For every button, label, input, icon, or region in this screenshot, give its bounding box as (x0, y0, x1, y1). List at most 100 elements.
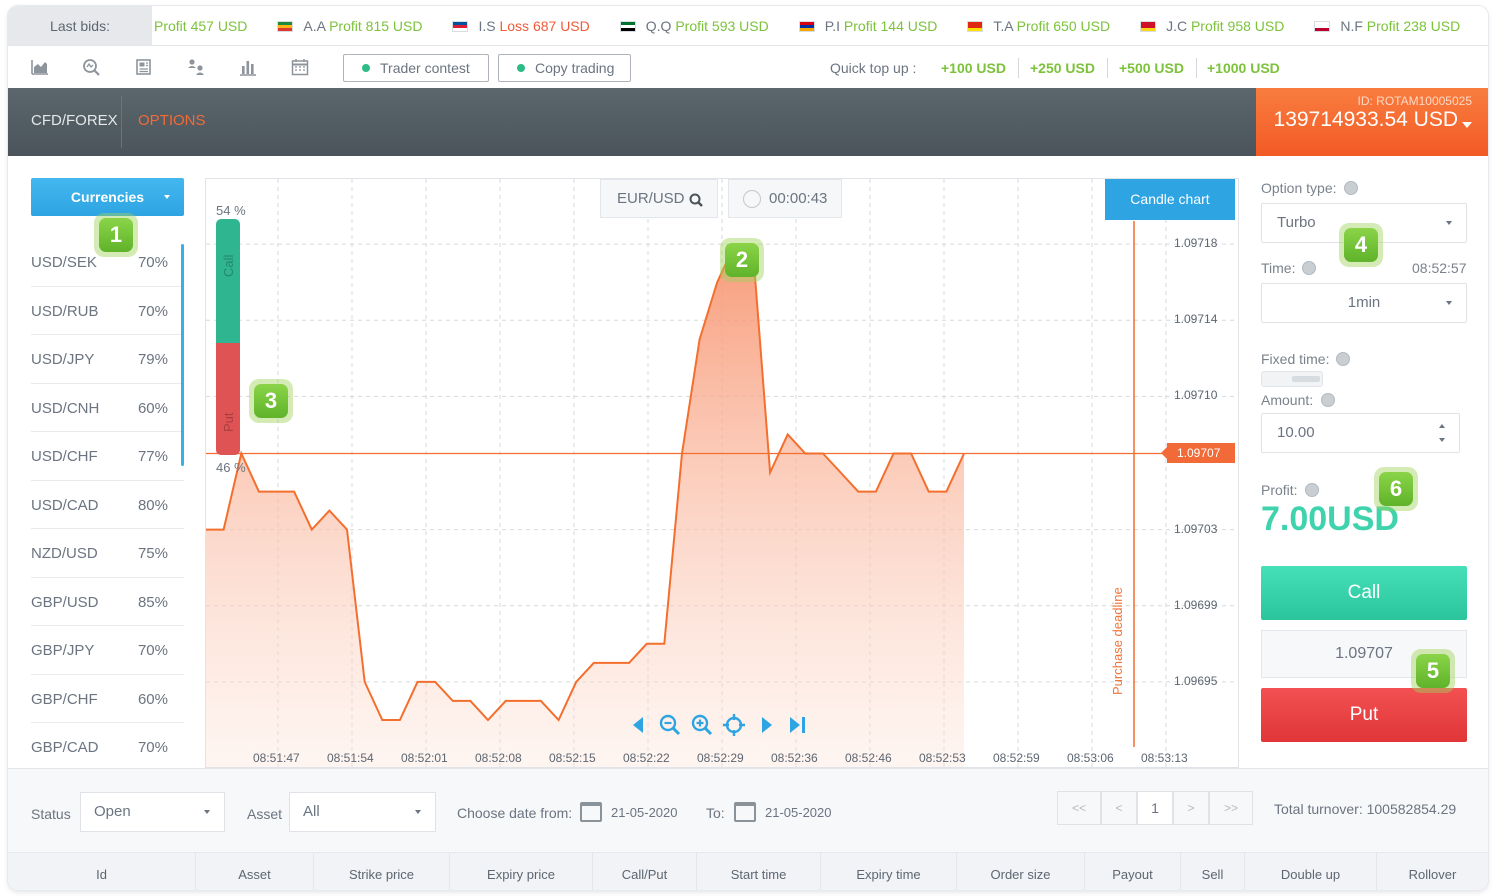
asset-name: USD/CAD (31, 496, 99, 514)
info-icon[interactable] (1344, 181, 1358, 195)
column-header-id[interactable]: Id (8, 853, 196, 890)
increment-icon[interactable] (1439, 424, 1445, 428)
profit-value: 7.00USD (1261, 500, 1399, 538)
sentiment-put-label: Put (221, 412, 236, 432)
column-header-strike-price[interactable]: Strike price (314, 853, 450, 890)
asset-row-gbp-cad[interactable]: GBP/CAD 70% (31, 723, 184, 768)
calendar-icon[interactable] (580, 802, 602, 822)
chevron-down-icon (415, 810, 421, 814)
option-type-value: Turbo (1277, 214, 1316, 231)
asset-row-usd-rub[interactable]: USD/RUB 70% (31, 287, 184, 335)
step-number: 6 (1379, 472, 1413, 506)
ticker-value: 144 USD (880, 18, 938, 34)
nav-cfd-forex[interactable]: CFD/FOREX (31, 112, 118, 129)
main-header: CFD/FOREX OPTIONS ID: ROTAM10005025 1397… (8, 88, 1488, 156)
y-tick-label: 1.09718 (1174, 236, 1218, 251)
time-label: Time: (1261, 260, 1296, 276)
quick-top-up-250[interactable]: +250 USD (1030, 60, 1095, 76)
fixed-time-toggle[interactable] (1261, 371, 1323, 387)
pair-selector[interactable]: EUR/USD (600, 179, 718, 218)
zoom-in-icon[interactable] (690, 713, 714, 737)
column-header-start-time[interactable]: Start time (697, 853, 821, 890)
fixed-time-label: Fixed time: (1261, 351, 1330, 367)
info-icon[interactable] (1336, 352, 1350, 366)
ticker-result-type: Loss (499, 18, 530, 34)
asset-row-usd-cad[interactable]: USD/CAD 80% (31, 481, 184, 529)
status-select[interactable]: Open (80, 792, 225, 832)
copy-trading-button[interactable]: Copy trading (498, 54, 631, 82)
date-from-value[interactable]: 21-05-2020 (611, 805, 678, 820)
candle-chart-button[interactable]: Candle chart (1105, 179, 1235, 220)
price-chart[interactable]: EUR/USD 00:00:43 Candle chart 54 % Call … (205, 178, 1239, 768)
column-header-expiry-price[interactable]: Expiry price (450, 853, 593, 890)
expiry-select[interactable]: 1min (1261, 283, 1467, 323)
calendar-icon[interactable] (291, 58, 309, 76)
asset-row-gbp-usd[interactable]: GBP/USD 85% (31, 578, 184, 626)
asset-filter-select[interactable]: All (289, 792, 436, 832)
info-icon[interactable] (1305, 483, 1319, 497)
newspaper-icon[interactable] (135, 58, 153, 76)
asset-row-usd-sek[interactable]: USD/SEK 70% (31, 238, 184, 287)
zoom-out-icon[interactable] (658, 713, 682, 737)
flag-icon (967, 21, 984, 32)
ticker-value: 238 USD (1403, 18, 1461, 34)
asset-row-gbp-jpy[interactable]: GBP/JPY 70% (31, 626, 184, 675)
orders-table-header: Id Asset Strike price Expiry price Call/Put S… (8, 852, 1488, 890)
area-chart-icon[interactable] (31, 58, 49, 76)
quick-top-up-1000[interactable]: +1000 USD (1207, 60, 1280, 76)
ticker-result-type: Profit (843, 18, 877, 34)
y-tick-label: 1.09695 (1174, 673, 1218, 688)
nav-options[interactable]: OPTIONS (138, 112, 206, 129)
ticker-name: N.F (1340, 18, 1363, 34)
pager-current[interactable]: 1 (1137, 791, 1173, 825)
put-button[interactable]: Put (1261, 688, 1467, 742)
scroll-to-end-icon[interactable] (785, 713, 809, 737)
column-header-double-up[interactable]: Double up (1245, 853, 1377, 890)
pager-next[interactable]: > (1173, 791, 1209, 825)
pager-last[interactable]: >> (1209, 791, 1253, 825)
ticker-result-type: Profit (1190, 18, 1224, 34)
ticker-name: J.C (1166, 18, 1188, 34)
zoom-search-icon[interactable] (82, 58, 100, 76)
trader-contest-button[interactable]: Trader contest (343, 54, 489, 82)
info-icon[interactable] (1302, 261, 1316, 275)
amount-input[interactable]: 10.00 (1261, 413, 1460, 453)
column-header-order-size[interactable]: Order size (957, 853, 1085, 890)
users-icon[interactable] (187, 58, 205, 76)
column-header-call-put[interactable]: Call/Put (593, 853, 697, 890)
date-to-value[interactable]: 21-05-2020 (765, 805, 832, 820)
asset-category-dropdown[interactable]: Currencies (31, 178, 184, 216)
calendar-icon[interactable] (734, 802, 756, 822)
x-tick-label: 08:52:53 (919, 751, 966, 765)
pager-prev[interactable]: < (1101, 791, 1137, 825)
ticker-name: P.I (824, 18, 841, 34)
decrement-icon[interactable] (1439, 438, 1445, 442)
last-bids-ticker: Last bids: Profit 457 USD A.A Profit 815 … (8, 6, 1488, 46)
scroll-right-icon[interactable] (754, 713, 778, 737)
x-tick-label: 08:53:13 (1141, 751, 1188, 765)
column-header-rollover[interactable]: Rollover (1408, 867, 1457, 882)
pager-first[interactable]: << (1057, 791, 1101, 825)
quick-top-up-500[interactable]: +500 USD (1119, 60, 1184, 76)
asset-payout: 60% (137, 690, 168, 708)
asset-row-gbp-chf[interactable]: GBP/CHF 60% (31, 675, 184, 723)
column-header-sell[interactable]: Sell (1181, 853, 1245, 890)
expiry-value: 1min (1347, 294, 1381, 311)
column-header-expiry-time[interactable]: Expiry time (821, 853, 957, 890)
asset-row-nzd-usd[interactable]: NZD/USD 75% (31, 529, 184, 578)
bar-chart-icon[interactable] (239, 58, 257, 76)
asset-row-usd-jpy[interactable]: USD/JPY 79% (31, 335, 184, 384)
step-badge-2: 2 (720, 238, 764, 282)
call-button[interactable]: Call (1261, 566, 1467, 620)
asset-row-usd-chf[interactable]: USD/CHF 77% (31, 432, 184, 481)
asset-row-usd-cnh[interactable]: USD/CNH 60% (31, 384, 184, 432)
crosshair-icon[interactable] (722, 713, 746, 737)
scroll-left-icon[interactable] (627, 713, 651, 737)
quick-top-up-100[interactable]: +100 USD (941, 60, 1006, 76)
chevron-down-icon (204, 810, 210, 814)
asset-list-scrollbar[interactable] (181, 244, 184, 466)
info-icon[interactable] (1321, 393, 1335, 407)
column-header-payout[interactable]: Payout (1085, 853, 1181, 890)
column-header-asset[interactable]: Asset (196, 853, 314, 890)
account-balance-dropdown[interactable]: ID: ROTAM10005025 139714933.54 USD (1256, 88, 1488, 156)
